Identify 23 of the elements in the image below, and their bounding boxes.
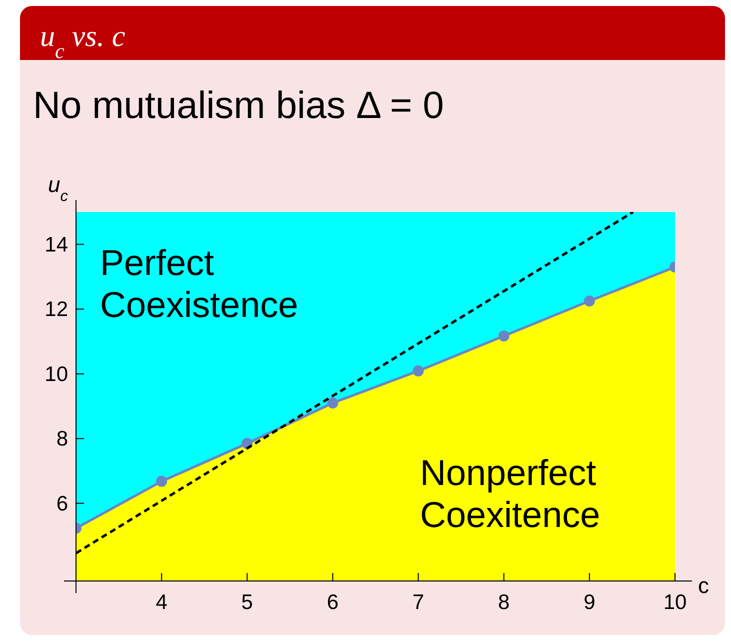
x-tick-label: 9 — [584, 591, 596, 614]
x-tick-label: 7 — [412, 591, 424, 614]
point — [156, 476, 168, 487]
point — [412, 365, 424, 376]
y-tick-label: 14 — [44, 233, 68, 256]
annotation: Nonperfect Coexitence — [420, 452, 600, 535]
point — [584, 296, 595, 307]
y-tick-label: 10 — [44, 362, 68, 386]
chart-title: u$_{c}$ vs. c — [40, 20, 126, 63]
y-tick-label: 6 — [56, 492, 68, 516]
point — [327, 397, 338, 408]
x-axis-title: c — [698, 573, 709, 598]
x-tick-label: 10 — [663, 591, 687, 614]
x-tick-label: 4 — [156, 591, 168, 614]
point — [498, 330, 510, 342]
x-tick-label: 5 — [241, 591, 253, 614]
x-tick-label: 6 — [326, 591, 339, 614]
x-tick-label: 8 — [498, 591, 510, 614]
y-tick-label: 8 — [56, 428, 68, 451]
y-tick-label: 12 — [44, 298, 68, 322]
chart-subtitle: No mutualism bias Δ = 0 — [33, 85, 444, 127]
annotation: Perfect Coexistence — [100, 242, 298, 325]
y-axis-title: u$_{c}$ — [48, 172, 68, 204]
